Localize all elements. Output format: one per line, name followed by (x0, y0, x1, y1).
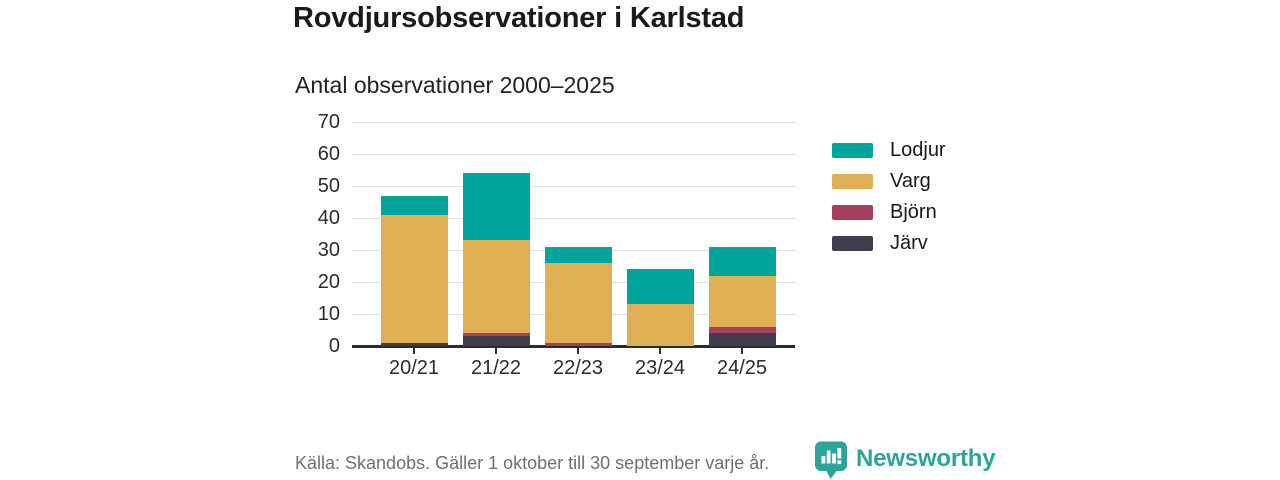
bar-segment-lodjur-22/23[interactable] (544, 246, 612, 263)
bar-segment-järv-24/25[interactable] (708, 333, 776, 346)
legend: Lodjur Varg Björn Järv (832, 139, 946, 254)
x-tick-21/22 (495, 347, 497, 354)
plot-area (352, 122, 795, 348)
x-axis-line (352, 345, 795, 348)
legend-item-björn[interactable]: Björn (832, 201, 946, 223)
bar-segment-varg-24/25[interactable] (708, 275, 776, 327)
legend-item-lodjur[interactable]: Lodjur (832, 139, 946, 161)
bar-24/25[interactable] (708, 122, 776, 346)
bar-21/22[interactable] (462, 122, 530, 346)
legend-item-järv[interactable]: Järv (832, 232, 946, 254)
y-tick-label-70: 70 (317, 111, 340, 133)
newsworthy-logo-icon (815, 441, 847, 479)
bar-segment-björn-24/25[interactable] (708, 326, 776, 334)
chart-subtitle: Antal observationer 2000–2025 (295, 72, 615, 98)
x-tick-20/21 (413, 347, 415, 354)
legend-item-varg[interactable]: Varg (832, 170, 946, 192)
bar-segment-järv-20/21[interactable] (380, 342, 448, 346)
bar-segment-lodjur-24/25[interactable] (708, 246, 776, 276)
y-tick-label-10: 10 (317, 303, 340, 325)
legend-swatch-järv (832, 235, 873, 251)
brand-name[interactable]: Newsworthy (856, 445, 996, 472)
bar-20/21[interactable] (380, 122, 448, 346)
legend-swatch-björn (832, 204, 873, 220)
x-tick-label-20/21: 20/21 (388, 357, 440, 379)
bar-segment-varg-23/24[interactable] (626, 304, 694, 346)
bar-segment-varg-22/23[interactable] (544, 262, 612, 343)
bar-segment-björn-21/22[interactable] (462, 333, 530, 337)
x-tick-23/24 (659, 347, 661, 354)
legend-label-varg: Varg (890, 170, 931, 192)
y-tick-label-50: 50 (317, 175, 340, 197)
bar-segment-lodjur-20/21[interactable] (380, 195, 448, 215)
x-tick-22/23 (577, 347, 579, 354)
source-note: Källa: Skandobs. Gäller 1 oktober till 3… (295, 453, 770, 473)
bar-segment-varg-21/22[interactable] (462, 240, 530, 334)
gridline-y70 (352, 122, 795, 123)
y-tick-label-30: 30 (317, 239, 340, 261)
gridline-y40 (352, 218, 795, 219)
y-tick-label-60: 60 (317, 143, 340, 165)
y-tick-label-0: 0 (328, 335, 340, 357)
chart-title: Rovdjursobservationer i Karlstad (293, 2, 745, 34)
x-tick-24/25 (741, 347, 743, 354)
x-tick-label-21/22: 21/22 (470, 357, 522, 379)
y-tick-label-20: 20 (317, 271, 340, 293)
legend-label-järv: Järv (890, 232, 928, 254)
bar-segment-varg-20/21[interactable] (380, 214, 448, 343)
x-tick-label-24/25: 24/25 (716, 357, 768, 379)
legend-label-björn: Björn (890, 201, 937, 223)
legend-swatch-varg (832, 173, 873, 189)
legend-swatch-lodjur (832, 142, 873, 158)
bar-segment-lodjur-21/22[interactable] (462, 173, 530, 241)
bar-23/24[interactable] (626, 122, 694, 346)
gridline-y50 (352, 186, 795, 187)
bar-segment-järv-21/22[interactable] (462, 336, 530, 346)
gridline-y60 (352, 154, 795, 155)
brand-lockup[interactable]: Newsworthy (815, 441, 996, 480)
x-tick-label-23/24: 23/24 (634, 357, 686, 379)
x-tick-label-22/23: 22/23 (552, 357, 604, 379)
bar-22/23[interactable] (544, 122, 612, 346)
y-tick-label-40: 40 (317, 207, 340, 229)
bar-segment-björn-22/23[interactable] (544, 342, 612, 346)
bar-segment-lodjur-23/24[interactable] (626, 269, 694, 305)
legend-label-lodjur: Lodjur (890, 139, 946, 161)
